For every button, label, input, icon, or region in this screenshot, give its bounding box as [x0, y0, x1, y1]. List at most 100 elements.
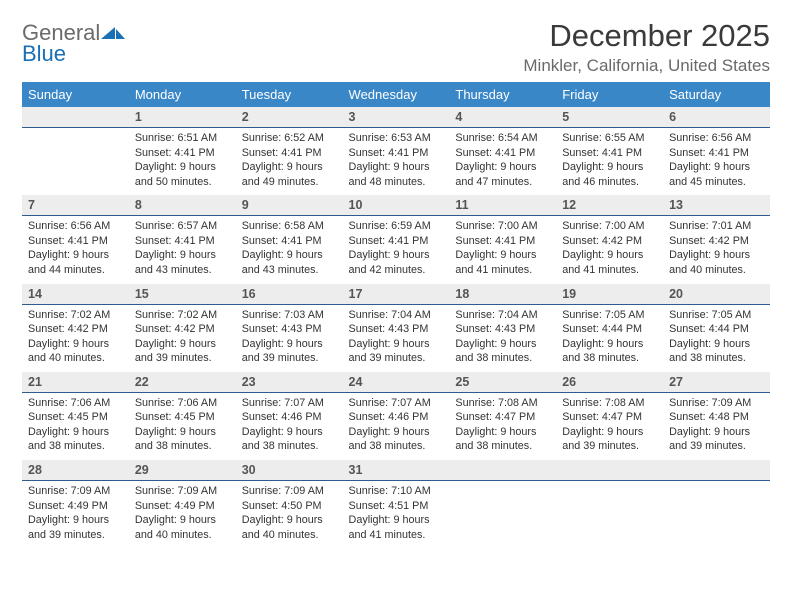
daylight-line: Daylight: 9 hours and 38 minutes.: [28, 425, 123, 454]
sunrise-line: Sunrise: 7:09 AM: [669, 396, 764, 411]
logo: General Blue: [22, 18, 125, 65]
sunset-line: Sunset: 4:44 PM: [669, 322, 764, 337]
sunset-line: Sunset: 4:42 PM: [669, 234, 764, 249]
calendar-week-row: 7Sunrise: 6:56 AMSunset: 4:41 PMDaylight…: [22, 195, 770, 283]
calendar-cell: 15Sunrise: 7:02 AMSunset: 4:42 PMDayligh…: [129, 284, 236, 372]
day-content: Sunrise: 7:01 AMSunset: 4:42 PMDaylight:…: [663, 216, 770, 283]
calendar-cell: 24Sunrise: 7:07 AMSunset: 4:46 PMDayligh…: [343, 372, 450, 460]
daylight-line: Daylight: 9 hours and 46 minutes.: [562, 160, 657, 189]
day-number: 12: [556, 195, 663, 216]
day-content: Sunrise: 7:08 AMSunset: 4:47 PMDaylight:…: [449, 393, 556, 460]
day-content: Sunrise: 7:07 AMSunset: 4:46 PMDaylight:…: [343, 393, 450, 460]
calendar-cell: 27Sunrise: 7:09 AMSunset: 4:48 PMDayligh…: [663, 372, 770, 460]
calendar-cell: 6Sunrise: 6:56 AMSunset: 4:41 PMDaylight…: [663, 107, 770, 195]
sunset-line: Sunset: 4:51 PM: [349, 499, 444, 514]
sunset-line: Sunset: 4:41 PM: [28, 234, 123, 249]
sunrise-line: Sunrise: 7:03 AM: [242, 308, 337, 323]
sunrise-line: Sunrise: 7:02 AM: [28, 308, 123, 323]
sunset-line: Sunset: 4:43 PM: [455, 322, 550, 337]
day-number: 2: [236, 107, 343, 128]
sunset-line: Sunset: 4:47 PM: [562, 410, 657, 425]
daylight-line: Daylight: 9 hours and 41 minutes.: [349, 513, 444, 542]
day-number: 25: [449, 372, 556, 393]
calendar-week-row: 1Sunrise: 6:51 AMSunset: 4:41 PMDaylight…: [22, 107, 770, 195]
daylight-line: Daylight: 9 hours and 43 minutes.: [135, 248, 230, 277]
logo-text: General Blue: [22, 22, 125, 65]
day-header: Tuesday: [236, 82, 343, 107]
day-content: Sunrise: 7:02 AMSunset: 4:42 PMDaylight:…: [22, 305, 129, 372]
sunrise-line: Sunrise: 7:05 AM: [562, 308, 657, 323]
day-number-empty: [449, 460, 556, 481]
day-content: Sunrise: 6:57 AMSunset: 4:41 PMDaylight:…: [129, 216, 236, 283]
sunset-line: Sunset: 4:41 PM: [349, 234, 444, 249]
calendar-page: General Blue December 2025 Minkler, Cali…: [0, 0, 792, 566]
day-content: Sunrise: 6:53 AMSunset: 4:41 PMDaylight:…: [343, 128, 450, 195]
day-number: 16: [236, 284, 343, 305]
day-number: 11: [449, 195, 556, 216]
sunrise-line: Sunrise: 7:09 AM: [135, 484, 230, 499]
sunrise-line: Sunrise: 6:51 AM: [135, 131, 230, 146]
day-content: Sunrise: 6:52 AMSunset: 4:41 PMDaylight:…: [236, 128, 343, 195]
sunset-line: Sunset: 4:41 PM: [669, 146, 764, 161]
sunset-line: Sunset: 4:41 PM: [135, 234, 230, 249]
page-title: December 2025: [523, 18, 770, 54]
day-number: 30: [236, 460, 343, 481]
daylight-line: Daylight: 9 hours and 39 minutes.: [669, 425, 764, 454]
day-number: 29: [129, 460, 236, 481]
calendar-cell: [663, 460, 770, 548]
calendar-cell: 26Sunrise: 7:08 AMSunset: 4:47 PMDayligh…: [556, 372, 663, 460]
day-number: 7: [22, 195, 129, 216]
sunset-line: Sunset: 4:46 PM: [242, 410, 337, 425]
sunrise-line: Sunrise: 6:56 AM: [28, 219, 123, 234]
sunrise-line: Sunrise: 7:04 AM: [349, 308, 444, 323]
day-number: 21: [22, 372, 129, 393]
day-content: Sunrise: 7:00 AMSunset: 4:42 PMDaylight:…: [556, 216, 663, 283]
calendar-cell: 17Sunrise: 7:04 AMSunset: 4:43 PMDayligh…: [343, 284, 450, 372]
day-number: 14: [22, 284, 129, 305]
day-number: 8: [129, 195, 236, 216]
daylight-line: Daylight: 9 hours and 39 minutes.: [135, 337, 230, 366]
day-content: Sunrise: 7:07 AMSunset: 4:46 PMDaylight:…: [236, 393, 343, 460]
sunrise-line: Sunrise: 7:07 AM: [349, 396, 444, 411]
calendar-cell: 1Sunrise: 6:51 AMSunset: 4:41 PMDaylight…: [129, 107, 236, 195]
sunset-line: Sunset: 4:43 PM: [349, 322, 444, 337]
calendar-cell: 9Sunrise: 6:58 AMSunset: 4:41 PMDaylight…: [236, 195, 343, 283]
calendar-cell: 5Sunrise: 6:55 AMSunset: 4:41 PMDaylight…: [556, 107, 663, 195]
day-number: 23: [236, 372, 343, 393]
day-content: Sunrise: 7:04 AMSunset: 4:43 PMDaylight:…: [343, 305, 450, 372]
sunrise-line: Sunrise: 7:07 AM: [242, 396, 337, 411]
sunrise-line: Sunrise: 6:59 AM: [349, 219, 444, 234]
day-content: Sunrise: 6:56 AMSunset: 4:41 PMDaylight:…: [22, 216, 129, 283]
sunrise-line: Sunrise: 6:56 AM: [669, 131, 764, 146]
sunrise-line: Sunrise: 6:58 AM: [242, 219, 337, 234]
daylight-line: Daylight: 9 hours and 38 minutes.: [455, 337, 550, 366]
day-content: Sunrise: 7:06 AMSunset: 4:45 PMDaylight:…: [22, 393, 129, 460]
day-content: Sunrise: 7:05 AMSunset: 4:44 PMDaylight:…: [663, 305, 770, 372]
location-label: Minkler, California, United States: [523, 56, 770, 76]
day-number: 26: [556, 372, 663, 393]
day-content: Sunrise: 6:58 AMSunset: 4:41 PMDaylight:…: [236, 216, 343, 283]
day-content: Sunrise: 7:09 AMSunset: 4:49 PMDaylight:…: [22, 481, 129, 548]
calendar-cell: 25Sunrise: 7:08 AMSunset: 4:47 PMDayligh…: [449, 372, 556, 460]
sunset-line: Sunset: 4:41 PM: [135, 146, 230, 161]
daylight-line: Daylight: 9 hours and 39 minutes.: [28, 513, 123, 542]
sunrise-line: Sunrise: 6:52 AM: [242, 131, 337, 146]
sunset-line: Sunset: 4:46 PM: [349, 410, 444, 425]
logo-flag-icon: [101, 23, 125, 45]
day-content: Sunrise: 7:05 AMSunset: 4:44 PMDaylight:…: [556, 305, 663, 372]
day-number: 24: [343, 372, 450, 393]
day-number: 20: [663, 284, 770, 305]
sunrise-line: Sunrise: 7:02 AM: [135, 308, 230, 323]
sunset-line: Sunset: 4:49 PM: [135, 499, 230, 514]
day-number: 27: [663, 372, 770, 393]
daylight-line: Daylight: 9 hours and 40 minutes.: [669, 248, 764, 277]
day-content: Sunrise: 7:02 AMSunset: 4:42 PMDaylight:…: [129, 305, 236, 372]
day-number: 1: [129, 107, 236, 128]
sunset-line: Sunset: 4:42 PM: [135, 322, 230, 337]
daylight-line: Daylight: 9 hours and 39 minutes.: [349, 337, 444, 366]
sunrise-line: Sunrise: 7:08 AM: [562, 396, 657, 411]
daylight-line: Daylight: 9 hours and 49 minutes.: [242, 160, 337, 189]
day-content: Sunrise: 6:54 AMSunset: 4:41 PMDaylight:…: [449, 128, 556, 195]
daylight-line: Daylight: 9 hours and 40 minutes.: [135, 513, 230, 542]
calendar-cell: 21Sunrise: 7:06 AMSunset: 4:45 PMDayligh…: [22, 372, 129, 460]
